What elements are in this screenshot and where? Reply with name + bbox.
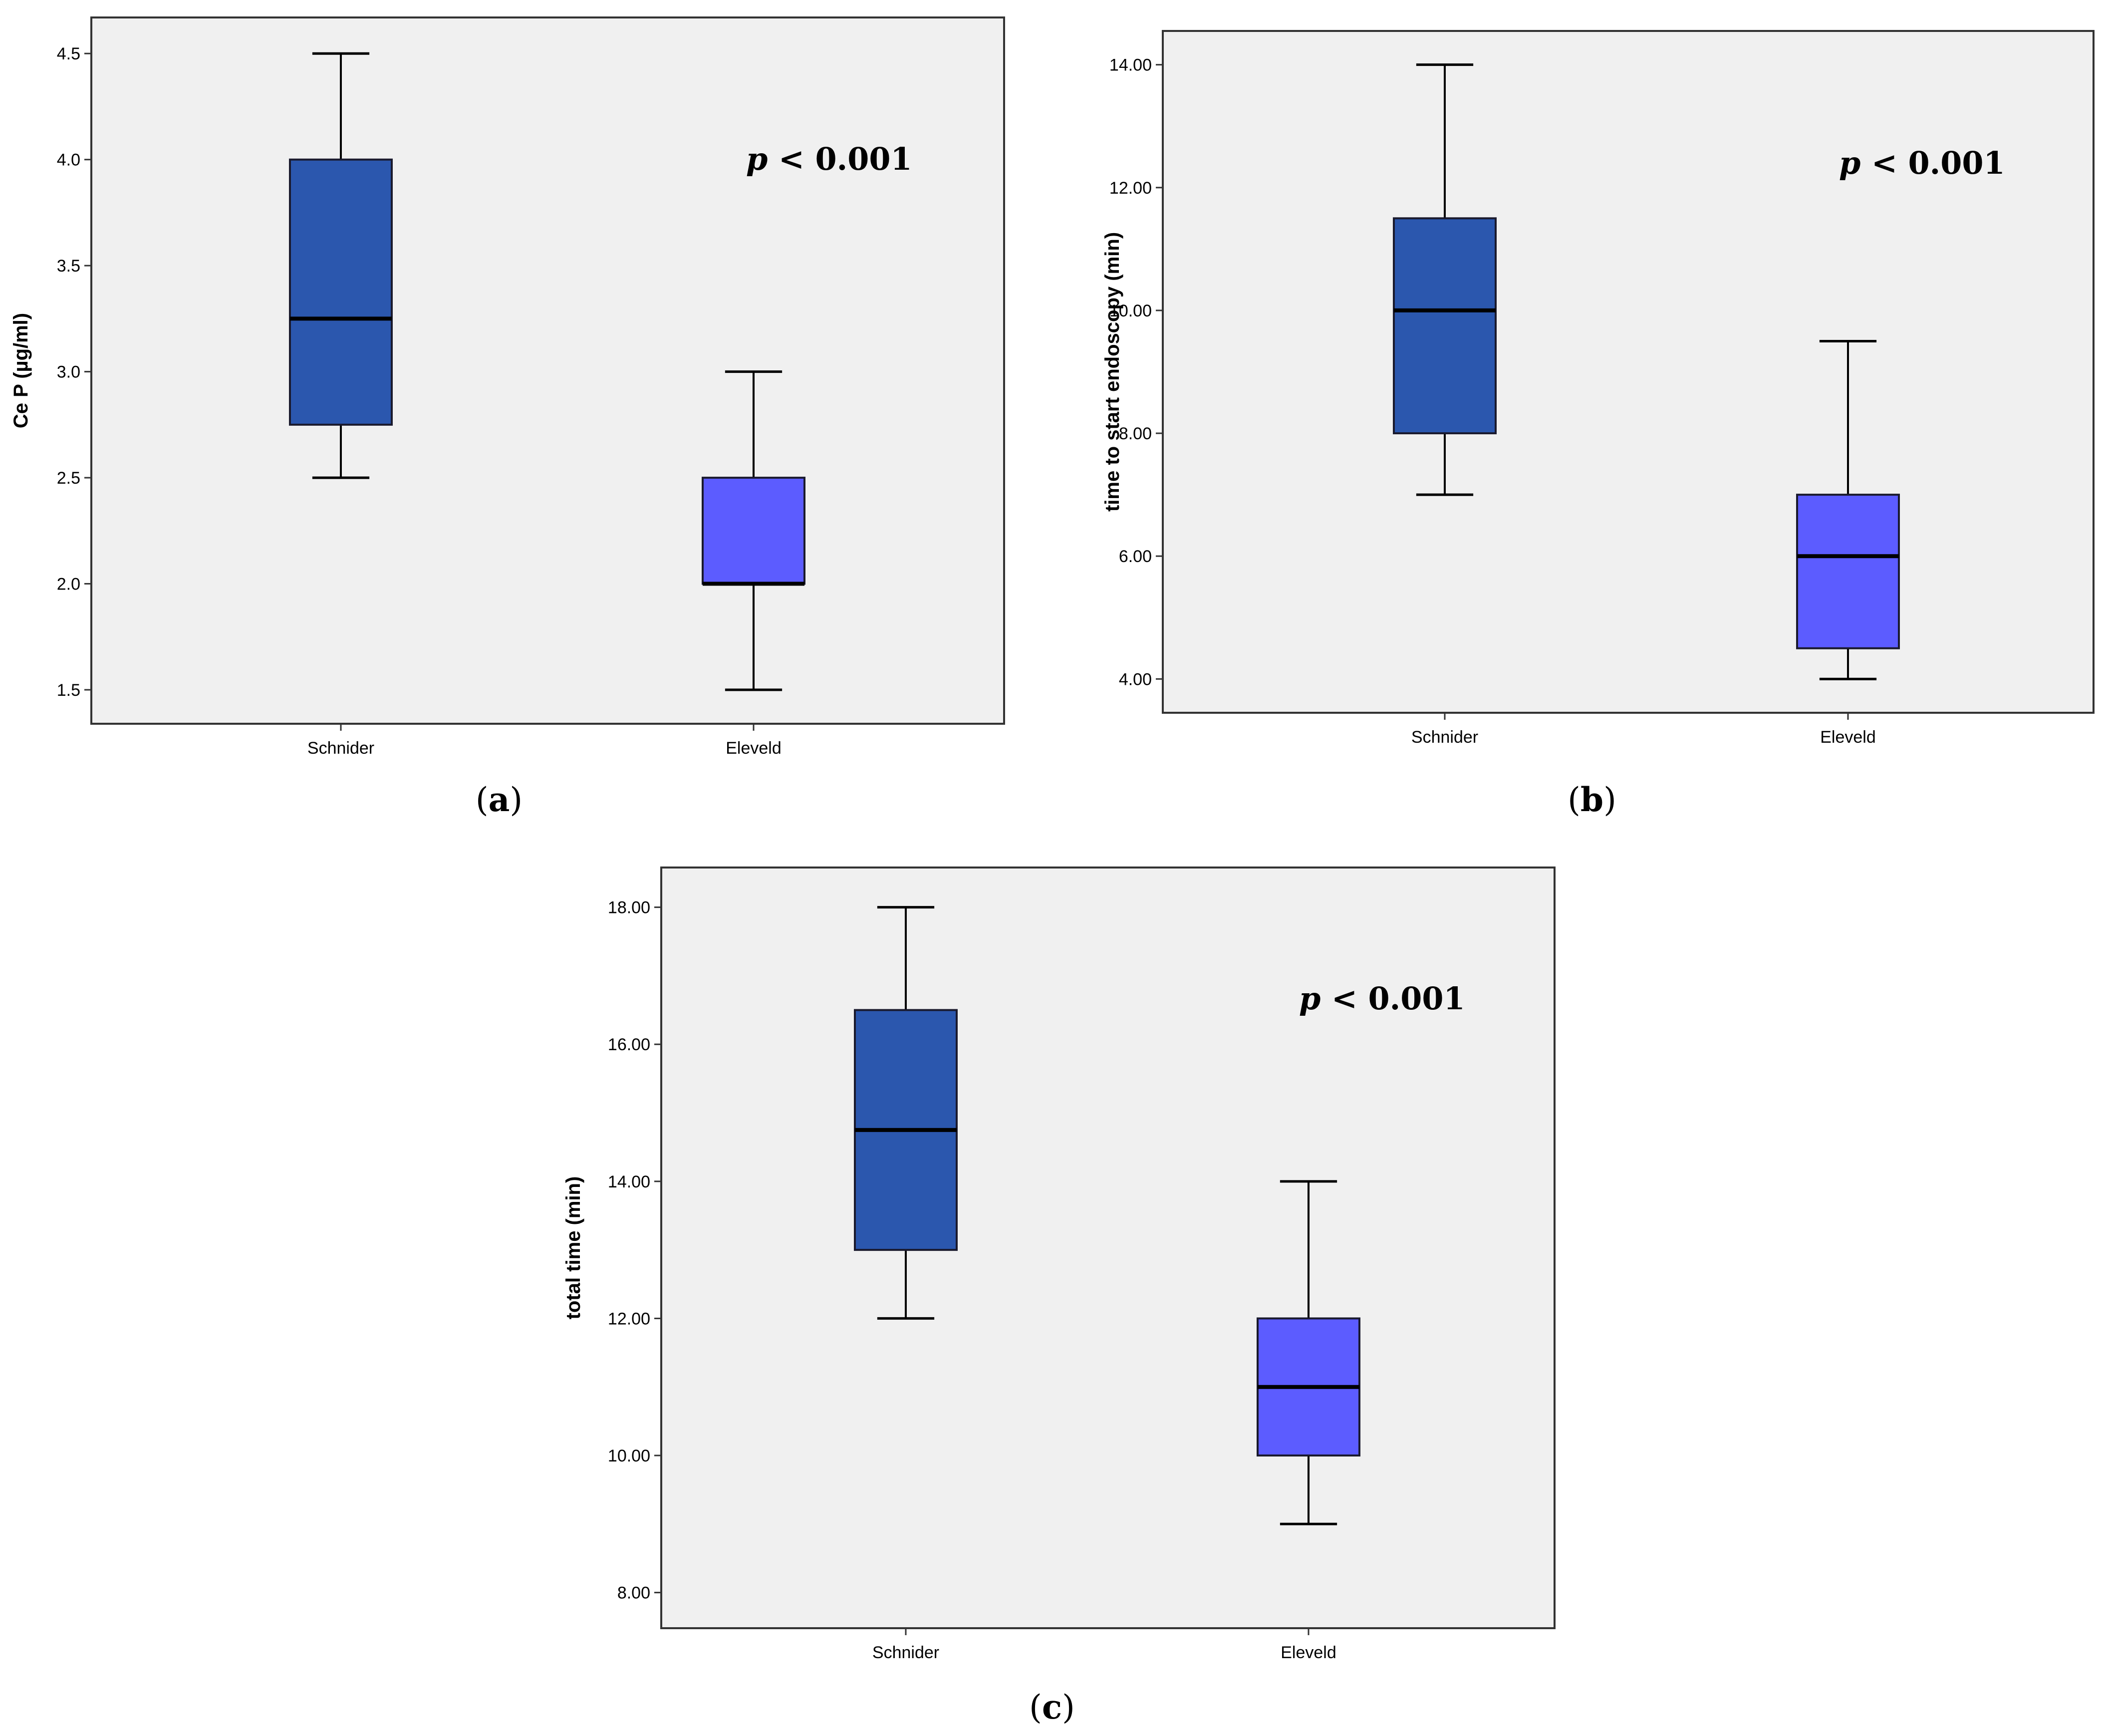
- p-value-annotation: p < 0.001: [1839, 145, 2005, 181]
- panel-label-open: (: [476, 781, 489, 819]
- y-tick-label: 10.00: [1109, 301, 1152, 320]
- y-tick-label: 6.00: [1119, 547, 1152, 566]
- x-tick-label: Schnider: [1411, 728, 1478, 747]
- x-tick-label: Eleveld: [1820, 728, 1876, 747]
- y-axis-label: time to start endoscopy (min): [1101, 232, 1123, 512]
- y-tick-label: 2.5: [57, 469, 80, 488]
- y-tick-label: 10.00: [608, 1447, 650, 1465]
- box-eleveld: Eleveld: [1257, 1180, 1360, 1662]
- iqr-box: [1796, 494, 1900, 649]
- y-tick-label: 14.00: [1109, 56, 1152, 75]
- iqr-box: [289, 158, 393, 426]
- y-tick-label: 16.00: [608, 1035, 650, 1054]
- box-schnider: Schnider: [289, 52, 393, 758]
- panel-label-close: ): [1603, 781, 1616, 819]
- y-tick-label: 4.00: [1119, 670, 1152, 689]
- y-tick-label: 8.00: [1119, 424, 1152, 443]
- plot-area: [660, 867, 1556, 1629]
- y-tick-label: 3.0: [57, 363, 80, 382]
- y-tick-label: 2.0: [57, 575, 80, 594]
- chart-panel-c: 8.00 10.00 12.00 14.00 16.00 18.00 total time …: [562, 867, 1556, 1727]
- y-axis-label: Ce P (µg/ml): [10, 313, 32, 428]
- box-eleveld: Eleveld: [702, 370, 805, 758]
- p-value-text: < 0.001: [768, 141, 912, 177]
- panel-label-letter: c: [1042, 1688, 1062, 1727]
- y-tick-label: 12.00: [1109, 179, 1152, 198]
- box-schnider: Schnider: [1393, 63, 1497, 747]
- panel-label: (b): [1568, 780, 1616, 819]
- panel-label: (c): [1029, 1688, 1075, 1727]
- panel-label-close: ): [1062, 1688, 1075, 1727]
- iqr-box: [1393, 217, 1497, 435]
- plot-area: [1162, 30, 2095, 714]
- iqr-box: [702, 477, 805, 585]
- panel-label-close: ): [510, 781, 523, 819]
- x-tick-label: Schnider: [872, 1643, 939, 1662]
- x-tick-label: Eleveld: [726, 739, 782, 758]
- y-tick-label: 4.0: [57, 151, 80, 170]
- p-symbol: p: [1299, 980, 1320, 1017]
- box-eleveld: Eleveld: [1796, 339, 1900, 747]
- p-symbol: p: [746, 141, 768, 177]
- panel-label: (a): [476, 780, 523, 819]
- panel-label-letter: a: [489, 780, 510, 819]
- y-tick-label: 14.00: [608, 1172, 650, 1191]
- p-symbol: p: [1839, 145, 1860, 181]
- p-value-annotation: p < 0.001: [1299, 980, 1465, 1017]
- plot-area: [90, 16, 1005, 725]
- y-tick-label: 8.00: [617, 1584, 650, 1603]
- box-schnider: Schnider: [854, 906, 958, 1662]
- panel-label-open: (: [1029, 1688, 1042, 1727]
- panel-label-letter: b: [1580, 780, 1603, 819]
- x-tick-label: Eleveld: [1281, 1643, 1336, 1662]
- y-tick-label: 1.5: [57, 681, 80, 700]
- p-value-annotation: p < 0.001: [746, 141, 912, 177]
- p-value-text: < 0.001: [1860, 145, 2005, 181]
- y-axis-label: total time (min): [562, 1176, 584, 1320]
- x-tick-label: Schnider: [307, 739, 374, 758]
- y-tick-label: 4.5: [57, 44, 80, 63]
- y-tick-label: 12.00: [608, 1309, 650, 1328]
- y-tick-label: 18.00: [608, 898, 650, 917]
- chart-panel-b: 4.00 6.00 8.00 10.00 12.00 14.00 time to start…: [1101, 30, 2095, 819]
- panel-label-open: (: [1568, 781, 1580, 819]
- chart-panel-a: 1.5 2.0 2.5 3.0 3.5 4.0 4.5 Ce P (µg/ml) Schnide…: [10, 16, 1005, 819]
- p-value-text: < 0.001: [1320, 980, 1465, 1017]
- y-tick-label: 3.5: [57, 257, 80, 276]
